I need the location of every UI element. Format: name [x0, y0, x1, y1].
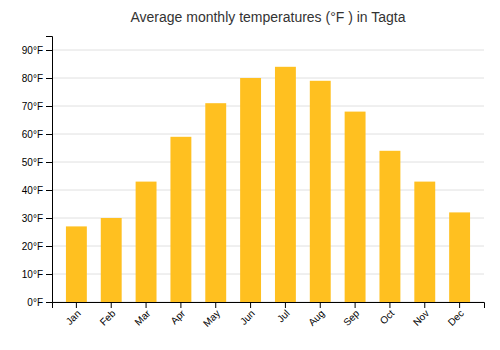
x-tick: Oct	[378, 302, 397, 326]
tick-label: Aug	[306, 308, 326, 328]
title: Average monthly temperatures (°F ) in Ta…	[130, 9, 405, 25]
y-tick: 70°F	[22, 101, 52, 112]
x-tick: Feb	[98, 302, 118, 328]
x-tick: Nov	[411, 302, 431, 328]
grid-line	[52, 162, 484, 163]
bar	[345, 112, 366, 302]
tick-mark	[180, 302, 181, 308]
y-tick: 50°F	[22, 157, 52, 168]
grid-line	[52, 50, 484, 51]
x-tick: Mar	[132, 302, 152, 328]
tick-mark	[389, 302, 390, 308]
tick-mark	[355, 302, 356, 308]
tick-label: May	[201, 308, 222, 329]
tick-mark	[46, 302, 52, 303]
x-tick: Aug	[306, 302, 326, 328]
tick-label: 80°F	[22, 73, 43, 84]
tick-mark	[250, 302, 251, 308]
tick-mark	[46, 162, 52, 163]
y-tick: 0°F	[27, 297, 52, 308]
marks	[66, 67, 470, 302]
tick-label: 40°F	[22, 185, 43, 196]
bar	[275, 67, 296, 302]
tick-label: Jul	[275, 308, 292, 325]
tick-label: Mar	[132, 307, 152, 327]
bar	[101, 218, 122, 302]
y-tick: 10°F	[22, 269, 52, 280]
tick-mark	[46, 218, 52, 219]
grid-line	[52, 78, 484, 79]
tick-label: Oct	[378, 308, 397, 327]
tick-mark	[424, 302, 425, 308]
x-tick: Dec	[446, 302, 466, 328]
x-tick: Jun	[238, 302, 257, 327]
x-tick: Jan	[64, 302, 83, 327]
tick-label: 30°F	[22, 213, 43, 224]
grid-line	[52, 106, 484, 107]
tick-label: Feb	[98, 307, 118, 327]
x-tick: Jul	[275, 302, 292, 324]
bar	[414, 182, 435, 302]
tick-mark	[285, 302, 286, 308]
bar	[240, 78, 261, 302]
tick-label: 60°F	[22, 129, 43, 140]
bar	[449, 212, 470, 302]
x-tick: Sep	[341, 302, 362, 328]
tick-label: 50°F	[22, 157, 43, 168]
bar	[310, 81, 331, 302]
tick-mark	[215, 302, 216, 308]
tick-mark	[46, 274, 52, 275]
grid	[52, 50, 484, 302]
bar	[379, 151, 400, 302]
y-tick: 90°F	[22, 45, 52, 56]
tick-mark	[111, 302, 112, 308]
x-tick: May	[201, 302, 222, 329]
tick-mark	[459, 302, 460, 308]
chart: 0°F 10°F 20°F 30°F 40°F 50°F 60°F 70°F 80°F 90°F J…	[0, 0, 500, 350]
y-tick: 80°F	[22, 73, 52, 84]
y-tick: 30°F	[22, 213, 52, 224]
tick-mark	[46, 246, 52, 247]
bar	[205, 103, 226, 302]
tick-label: Dec	[446, 308, 466, 328]
tick-label: 90°F	[22, 45, 43, 56]
y-axis: 0°F 10°F 20°F 30°F 40°F 50°F 60°F 70°F 80°F 90°F	[22, 37, 53, 308]
x-axis: Jan Feb Mar Apr May Jun Jul Aug Sep Oct Nov Dec	[53, 302, 485, 329]
tick-mark	[46, 50, 52, 51]
y-tick: 20°F	[22, 241, 52, 252]
axis-line	[46, 37, 53, 303]
tick-mark	[46, 190, 52, 191]
grid-line	[52, 134, 484, 135]
y-tick: 40°F	[22, 185, 52, 196]
tick-mark	[320, 302, 321, 308]
tick-label: Apr	[168, 307, 187, 326]
plot: 0°F 10°F 20°F 30°F 40°F 50°F 60°F 70°F 80°F 90°F J…	[22, 37, 485, 329]
axis-line	[53, 303, 485, 309]
tick-label: Sep	[341, 307, 362, 328]
tick-label: 10°F	[22, 269, 43, 280]
tick-label: Jun	[238, 308, 257, 327]
tick-mark	[46, 78, 52, 79]
tick-label: Jan	[64, 308, 83, 327]
tick-label: 20°F	[22, 241, 43, 252]
tick-label: 70°F	[22, 101, 43, 112]
bar	[170, 137, 191, 302]
y-tick: 60°F	[22, 129, 52, 140]
tick-label: Nov	[411, 308, 431, 328]
tick-mark	[76, 302, 77, 308]
tick-mark	[146, 302, 147, 308]
tick-mark	[46, 134, 52, 135]
bar	[66, 226, 87, 302]
tick-label: 0°F	[27, 297, 43, 308]
tick-mark	[46, 106, 52, 107]
x-tick: Apr	[168, 302, 187, 326]
bar	[136, 182, 157, 302]
